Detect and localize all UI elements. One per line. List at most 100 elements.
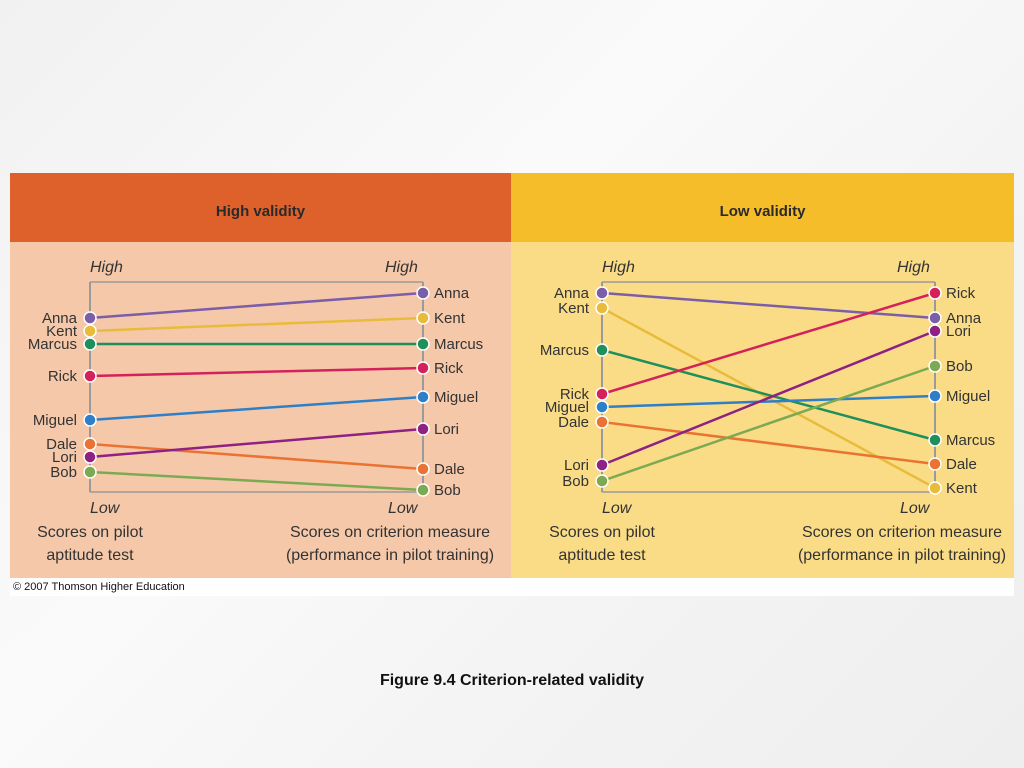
high-validity-criterion-label-anna: Anna (434, 285, 470, 302)
high-validity-pilot-dot-kent (83, 324, 97, 338)
high-validity-pilot-dot-bob (83, 465, 97, 479)
high-validity-left-caption-line2: aptitude test (46, 547, 134, 564)
low-validity-left-caption-line2: aptitude test (558, 547, 646, 564)
low-validity-pilot-dot-dale (595, 415, 609, 429)
low-validity-criterion-dot-lori (928, 324, 942, 338)
high-validity-line-rick (89, 366, 424, 378)
high-validity-pilot-dot-anna (83, 311, 97, 325)
low-validity-right-low-label: Low (900, 500, 931, 517)
low-validity-title: Low validity (720, 203, 807, 220)
low-validity-criterion-dot-marcus (928, 433, 942, 447)
high-validity-pilot-dot-rick (83, 369, 97, 383)
high-validity-right-caption-line1: Scores on criterion measure (290, 524, 490, 541)
high-validity-pilot-label-lori: Lori (52, 449, 77, 466)
high-validity-pilot-label-marcus: Marcus (28, 336, 77, 353)
low-validity-criterion-dot-miguel (928, 389, 942, 403)
low-validity-pilot-label-lori: Lori (564, 457, 589, 474)
low-validity-criterion-dot-anna (928, 311, 942, 325)
high-validity-criterion-dot-bob (416, 483, 430, 497)
high-validity-criterion-label-kent: Kent (434, 310, 466, 327)
high-validity-line-kent (89, 316, 424, 333)
high-validity-pilot-label-miguel: Miguel (33, 412, 77, 429)
low-validity-pilot-dot-rick (595, 387, 609, 401)
high-validity-pilot-label-rick: Rick (48, 368, 78, 385)
high-validity-line-anna (89, 291, 424, 320)
low-validity-right-high-label: High (897, 259, 930, 276)
low-validity-pilot-label-rick: Rick (560, 386, 590, 403)
high-validity-line-lori (89, 427, 424, 459)
high-validity-criterion-label-miguel: Miguel (434, 389, 478, 406)
low-validity-line-bob (601, 364, 936, 483)
low-validity-right-caption-line1: Scores on criterion measure (802, 524, 1002, 541)
high-validity-criterion-dot-anna (416, 286, 430, 300)
low-validity-pilot-dot-lori (595, 458, 609, 472)
low-validity-pilot-dot-kent (595, 301, 609, 315)
low-validity-header (511, 173, 1014, 242)
high-validity-pilot-label-bob: Bob (50, 464, 77, 481)
low-validity-connections (601, 291, 936, 490)
high-validity-right-low-label: Low (388, 500, 419, 517)
high-validity-title: High validity (216, 203, 306, 220)
low-validity-pilot-dot-bob (595, 474, 609, 488)
low-validity-line-anna (601, 291, 936, 320)
copyright-notice: © 2007 Thomson Higher Education (13, 581, 185, 593)
figure-caption: Figure 9.4 Criterion-related validity (379, 672, 645, 689)
low-validity-criterion-label-marcus: Marcus (946, 432, 995, 449)
low-validity-criterion-label-anna: Anna (946, 310, 982, 327)
low-validity-pilot-dot-anna (595, 286, 609, 300)
high-validity-criterion-dot-dale (416, 462, 430, 476)
high-validity-criterion-dot-miguel (416, 390, 430, 404)
high-validity-pilot-label-anna: Anna (42, 310, 78, 327)
high-validity-pilot-dot-miguel (83, 413, 97, 427)
low-validity-right-caption-line2: (performance in pilot training) (798, 547, 1006, 564)
low-validity-pilot-label-dale: Dale (558, 414, 589, 431)
low-validity-criterion-dot-dale (928, 457, 942, 471)
low-validity-line-lori (601, 329, 936, 467)
copyright-strip (10, 578, 1014, 596)
high-validity-line-dale (89, 442, 424, 471)
high-validity-criterion-label-marcus: Marcus (434, 336, 483, 353)
high-validity-left-caption-line1: Scores on pilot (37, 524, 143, 541)
low-validity-pilot-label-miguel: Miguel (545, 399, 589, 416)
low-validity-left-caption-line1: Scores on pilot (549, 524, 655, 541)
low-validity-criterion-label-kent: Kent (946, 480, 978, 497)
low-validity-criterion-label-miguel: Miguel (946, 388, 990, 405)
high-validity-criterion-dot-kent (416, 311, 430, 325)
high-validity-pilot-label-kent: Kent (46, 323, 78, 340)
low-validity-line-miguel (601, 394, 936, 409)
high-validity-pilot-dot-dale (83, 437, 97, 451)
low-validity-left-high-label: High (602, 259, 635, 276)
low-validity-pilot-label-anna: Anna (554, 285, 590, 302)
low-validity-pilot-dot-miguel (595, 400, 609, 414)
high-validity-criterion-label-lori: Lori (434, 421, 459, 438)
low-validity-line-rick (601, 291, 936, 396)
low-validity-criterion-label-dale: Dale (946, 456, 977, 473)
high-validity-criterion-label-dale: Dale (434, 461, 465, 478)
high-validity-pilot-label-dale: Dale (46, 436, 77, 453)
low-validity-line-dale (601, 420, 936, 466)
low-validity-left-low-label: Low (602, 500, 633, 517)
low-validity-criterion-dot-kent (928, 481, 942, 495)
high-validity-pilot-dot-lori (83, 450, 97, 464)
high-validity-criterion-dot-marcus (416, 337, 430, 351)
low-validity-criterion-label-rick: Rick (946, 285, 976, 302)
high-validity-right-caption-line2: (performance in pilot training) (286, 547, 494, 564)
high-validity-criterion-label-rick: Rick (434, 360, 464, 377)
low-validity-pilot-label-marcus: Marcus (540, 342, 589, 359)
high-validity-criterion-dot-lori (416, 422, 430, 436)
low-validity-pilot-dot-marcus (595, 343, 609, 357)
high-validity-pilot-dot-marcus (83, 337, 97, 351)
high-validity-line-miguel (89, 395, 424, 422)
high-validity-criterion-dot-rick (416, 361, 430, 375)
high-validity-right-high-label: High (385, 259, 418, 276)
high-validity-header (10, 173, 511, 242)
low-validity-criterion-label-lori: Lori (946, 323, 971, 340)
low-validity-pilot-label-kent: Kent (558, 300, 590, 317)
low-validity-criterion-dot-rick (928, 286, 942, 300)
low-validity-line-marcus (601, 348, 936, 442)
low-validity-criterion-dot-bob (928, 359, 942, 373)
high-validity-connections (89, 291, 424, 492)
low-validity-criterion-label-bob: Bob (946, 358, 973, 375)
low-validity-body (511, 242, 1014, 578)
